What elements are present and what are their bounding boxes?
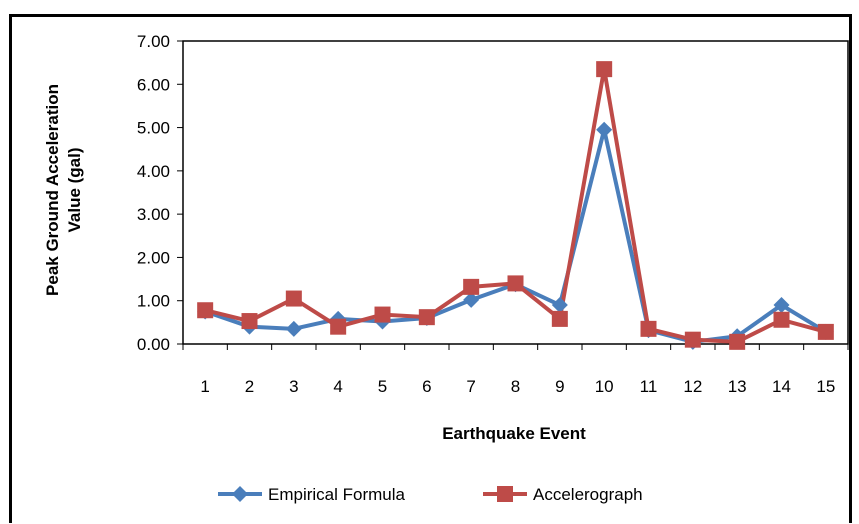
y-tick-label: 5.00 (137, 119, 170, 138)
x-tick-label: 11 (640, 377, 658, 396)
data-point-square (817, 323, 834, 340)
y-tick-label: 6.00 (137, 75, 170, 94)
x-tick-label: 5 (378, 377, 387, 396)
data-point-diamond (463, 291, 480, 308)
legend-item-accelerograph: Accelerograph (483, 485, 643, 504)
y-tick-label: 7.00 (137, 32, 170, 51)
data-point-square (729, 333, 746, 350)
data-point-diamond (596, 121, 613, 138)
data-point-diamond (551, 297, 568, 314)
data-point-square (551, 310, 568, 327)
x-tick-label: 8 (511, 377, 520, 396)
data-point-square (463, 278, 480, 295)
plot-area (182, 40, 849, 345)
x-tick-label: 12 (683, 377, 702, 396)
data-point-square (596, 61, 613, 78)
x-tick-label: 7 (466, 377, 475, 396)
x-tick-label: 14 (772, 377, 791, 396)
data-point-square (773, 311, 790, 328)
legend-label-empirical: Empirical Formula (268, 485, 406, 504)
data-point-square (197, 302, 214, 319)
y-tick-label: 3.00 (137, 205, 170, 224)
y-tick-label: 1.00 (137, 292, 170, 311)
x-tick-label: 9 (555, 377, 564, 396)
y-axis-ticks: 0.00 1.00 2.00 3.00 4.00 5.00 6.00 7.00 (137, 32, 183, 354)
data-point-square (241, 313, 258, 330)
x-axis-ticks: 1 2 3 4 5 6 7 8 9 10 11 12 13 14 15 (182, 344, 849, 396)
y-axis-title: Peak Ground Acceleration Value (gal) (43, 84, 84, 296)
legend-item-empirical: Empirical Formula (218, 485, 406, 504)
legend-square-icon (497, 486, 513, 502)
x-tick-label: 6 (422, 377, 431, 396)
data-point-diamond (285, 320, 302, 337)
data-point-diamond (773, 297, 790, 314)
legend-diamond-icon (232, 486, 248, 502)
data-point-square (285, 290, 302, 307)
data-point-square (418, 309, 435, 326)
y-axis-title-line-1: Peak Ground Acceleration (43, 84, 62, 296)
y-tick-label: 4.00 (137, 162, 170, 181)
legend-label-accelerograph: Accelerograph (533, 485, 643, 504)
x-tick-label: 4 (333, 377, 342, 396)
x-tick-label: 13 (728, 377, 747, 396)
x-tick-label: 15 (816, 377, 835, 396)
x-tick-label: 1 (200, 377, 209, 396)
data-point-square (374, 306, 391, 323)
data-point-square (640, 320, 657, 337)
y-tick-label: 0.00 (137, 335, 170, 354)
x-tick-label: 10 (595, 377, 614, 396)
data-point-square (330, 318, 347, 335)
x-tick-label: 2 (245, 377, 254, 396)
y-tick-label: 2.00 (137, 248, 170, 267)
legend: Empirical Formula Accelerograph (218, 485, 643, 504)
series-markers (197, 61, 834, 350)
x-tick-label: 3 (289, 377, 298, 396)
data-point-square (507, 275, 524, 292)
y-axis-title-line-2: Value (gal) (65, 147, 84, 232)
x-axis-title: Earthquake Event (442, 424, 586, 443)
data-point-square (684, 331, 701, 348)
